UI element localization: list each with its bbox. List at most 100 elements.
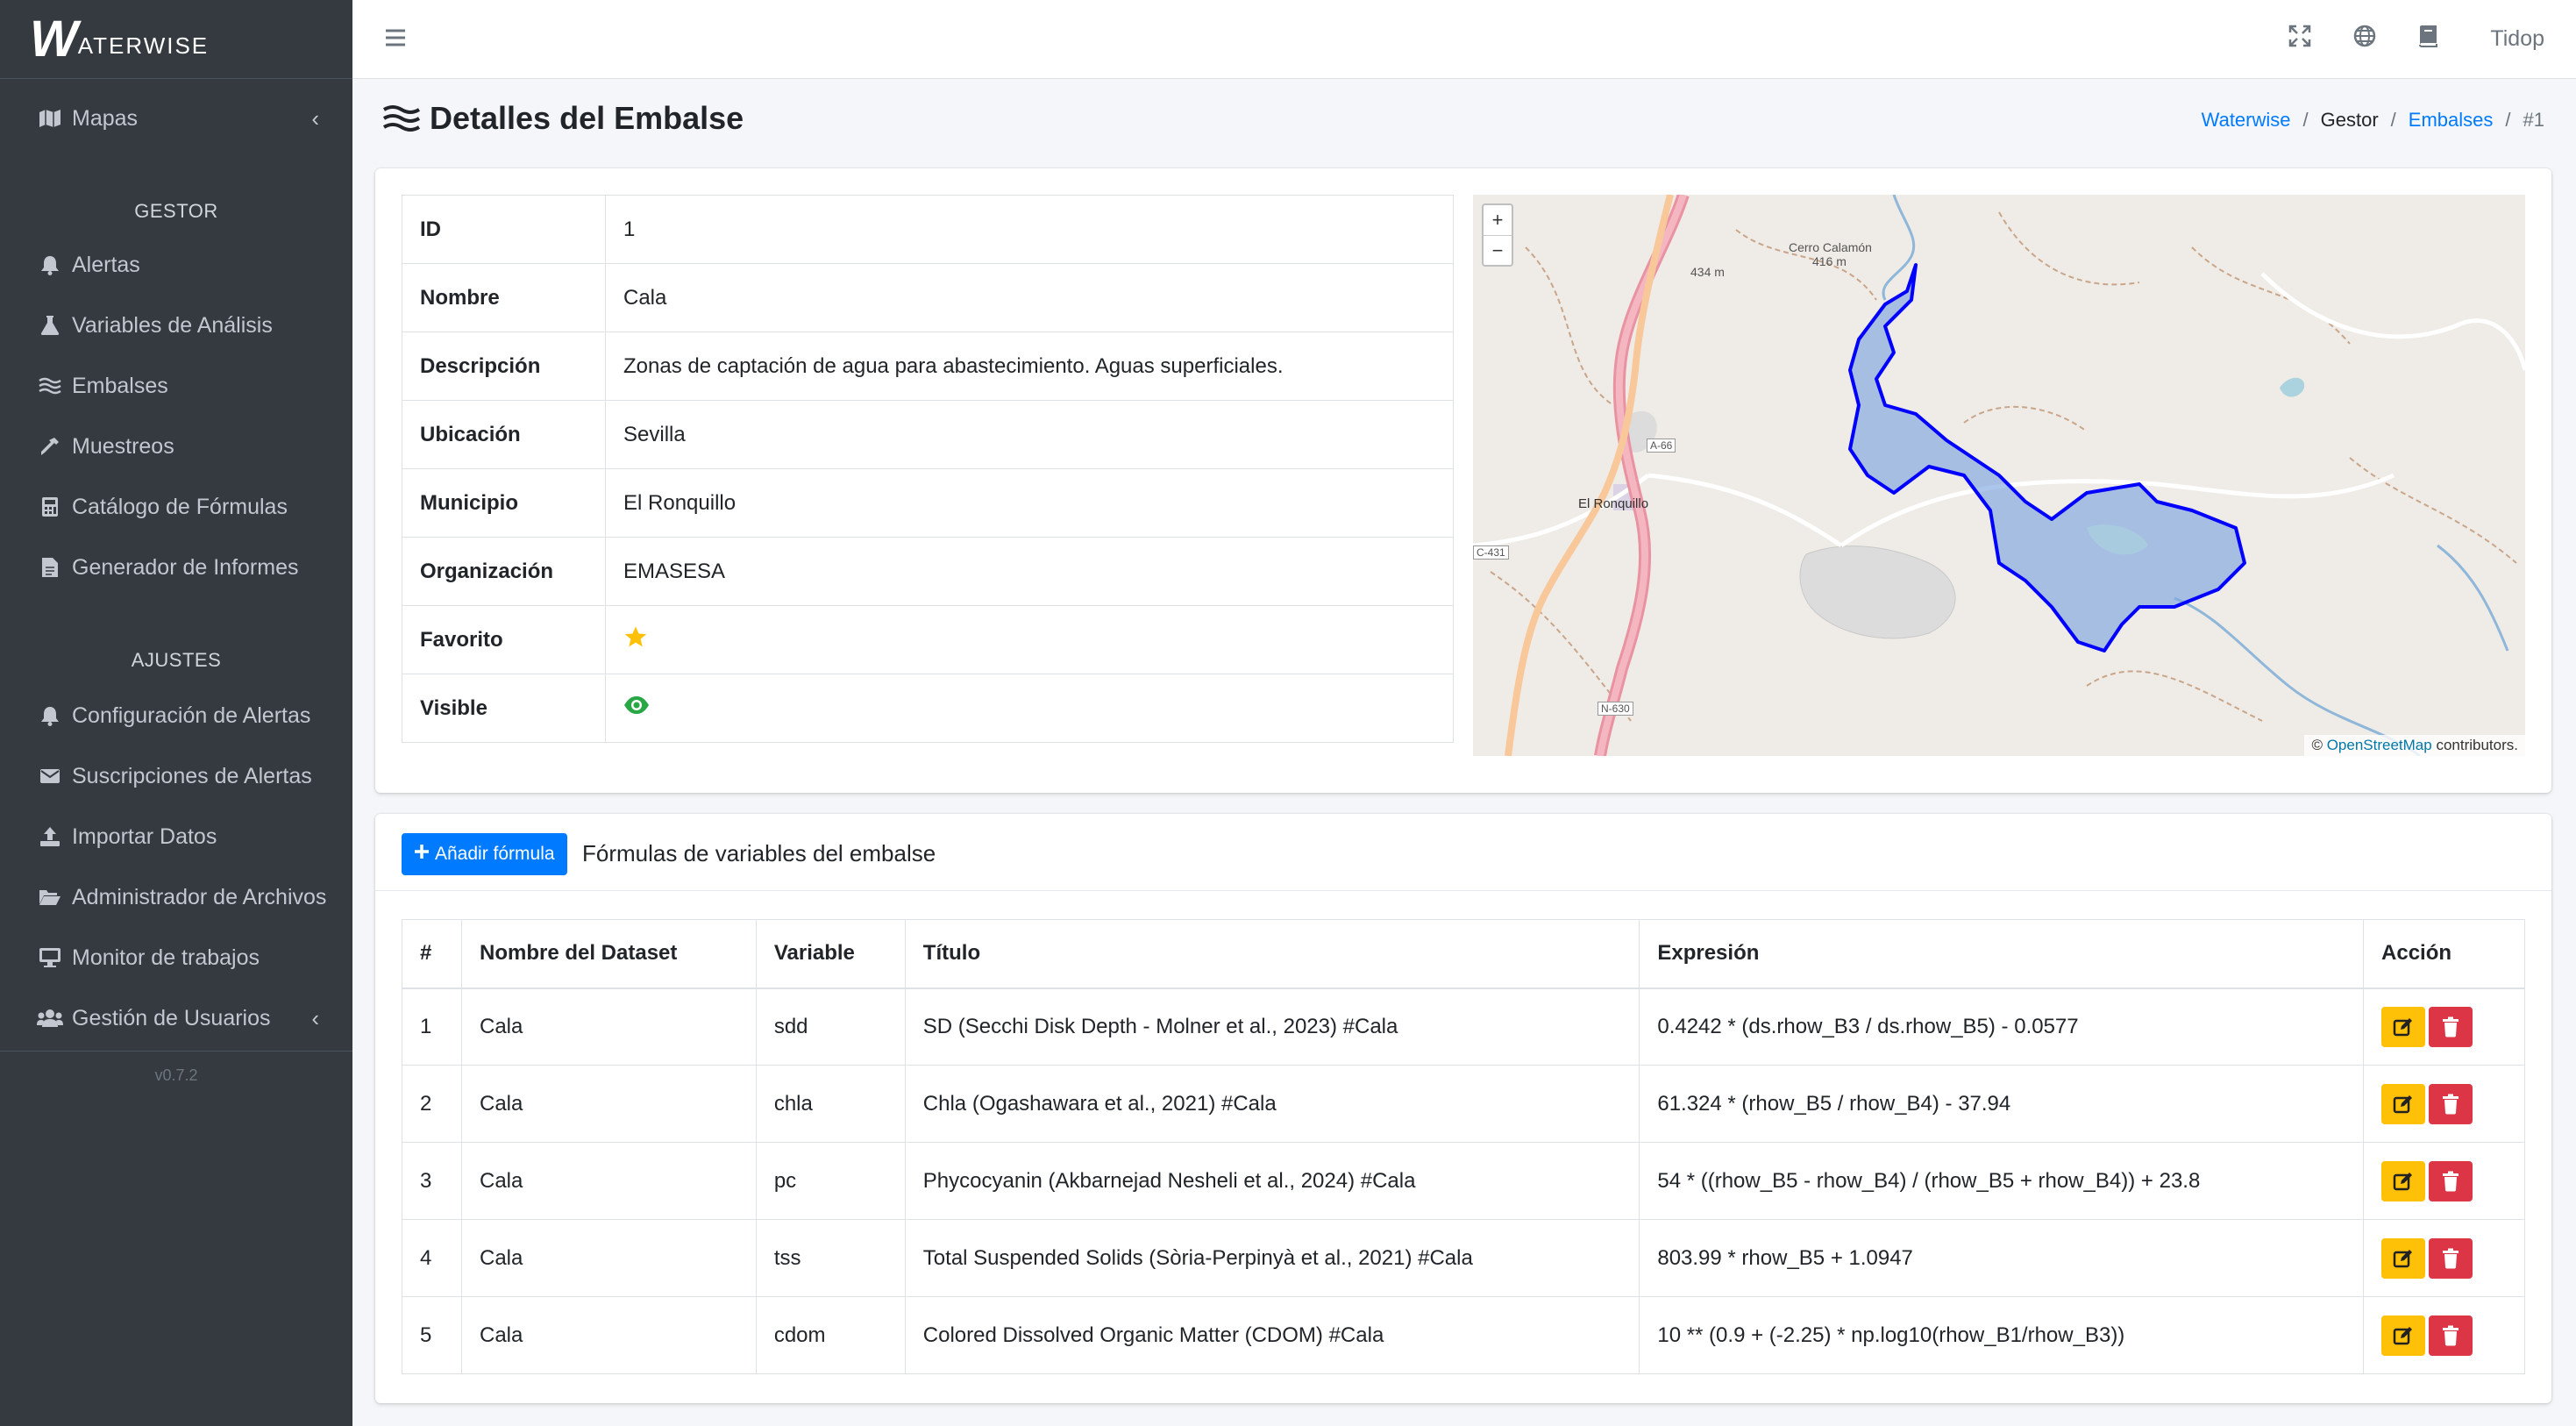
sidebar-item-label: Alertas <box>72 252 140 277</box>
sidebar-item-label: Administrador de Archivos <box>72 884 327 909</box>
cell-number: 1 <box>402 988 462 1066</box>
sidebar-item-config-alertas[interactable]: Configuración de Alertas <box>0 689 352 742</box>
table-row: 3 Cala pc Phycocyanin (Akbarnejad Neshel… <box>402 1142 2525 1220</box>
sidebar-item-suscripciones[interactable]: Suscripciones de Alertas <box>0 750 352 802</box>
details-table: ID 1 Nombre Cala Descripción Zonas de capta… <box>402 195 1454 743</box>
formulas-card-header: Añadir fórmula Fórmulas de variables del… <box>375 814 2551 891</box>
fullscreen-icon[interactable] <box>2288 25 2311 53</box>
breadcrumb-separator: / <box>2302 109 2309 131</box>
sidebar-item-monitor[interactable]: Monitor de trabajos <box>0 931 352 984</box>
column-header: # <box>402 919 462 989</box>
cell-dataset: Cala <box>460 1142 757 1220</box>
add-formula-button[interactable]: Añadir fórmula <box>402 833 567 875</box>
breadcrumb-home[interactable]: Waterwise <box>2201 109 2291 131</box>
map-zoom-control: + − <box>1482 203 1513 267</box>
formulas-table: # Nombre del Dataset Variable Título Exp… <box>402 919 2525 1374</box>
sidebar-item-label: Generador de Informes <box>72 554 299 580</box>
sidebar: W ATERWISE Mapas ‹ GESTOR Alertas Variab… <box>0 0 352 1426</box>
eyedropper-icon <box>37 436 63 457</box>
column-header: Título <box>904 919 1640 989</box>
bell-icon <box>37 254 63 275</box>
map-label-road-c431: C-431 <box>1473 545 1509 560</box>
cell-variable: cdom <box>755 1296 906 1374</box>
favorite-value <box>605 605 1454 674</box>
top-navbar: Tidop <box>352 0 2576 79</box>
edit-button[interactable] <box>2381 1315 2426 1356</box>
details-row: Ubicación Sevilla <box>402 400 1454 469</box>
sidebar-item-usuarios[interactable]: Gestión de Usuarios ‹ <box>0 992 352 1045</box>
cell-expression: 61.324 * (rhow_B5 / rhow_B4) - 37.94 <box>1639 1065 2365 1143</box>
eye-icon <box>623 696 650 720</box>
details-row: Municipio El Ronquillo <box>402 468 1454 538</box>
sidebar-item-variables[interactable]: Variables de Análisis <box>0 299 352 352</box>
trash-icon <box>2443 1094 2459 1114</box>
cell-variable: tss <box>755 1219 906 1297</box>
cell-actions <box>2363 1142 2525 1220</box>
globe-icon[interactable] <box>2353 25 2376 53</box>
sidebar-item-embalses[interactable]: Embalses <box>0 360 352 412</box>
osm-link[interactable]: OpenStreetMap <box>2326 737 2432 753</box>
details-value: EMASESA <box>605 537 1454 606</box>
details-key: Municipio <box>402 468 606 538</box>
edit-button[interactable] <box>2381 1160 2426 1201</box>
water-icon <box>382 103 421 133</box>
upload-icon <box>37 826 63 847</box>
formulas-title: Fórmulas de variables del embalse <box>582 840 936 866</box>
sidebar-item-importar[interactable]: Importar Datos <box>0 810 352 863</box>
reservoir-polygon <box>1848 263 2246 652</box>
edit-icon <box>2393 1172 2413 1190</box>
sidebar-item-label: Suscripciones de Alertas <box>72 763 312 788</box>
sidebar-item-mapas[interactable]: Mapas ‹ <box>0 92 352 145</box>
user-menu[interactable]: Tidop <box>2490 26 2544 51</box>
details-row: Organización EMASESA <box>402 537 1454 606</box>
sidebar-item-muestreos[interactable]: Muestreos <box>0 420 352 473</box>
breadcrumb-embalses[interactable]: Embalses <box>2408 109 2494 131</box>
sidebar-item-generador[interactable]: Generador de Informes <box>0 541 352 594</box>
map-label-altitude: 434 m <box>1690 265 1725 279</box>
details-row: Nombre Cala <box>402 263 1454 332</box>
section-header-ajustes: AJUSTES <box>131 649 222 671</box>
formulas-card: Añadir fórmula Fórmulas de variables del… <box>375 814 2551 1403</box>
zoom-out-button[interactable]: − <box>1484 235 1512 265</box>
plus-icon <box>414 844 430 865</box>
cell-title: Phycocyanin (Akbarnejad Nesheli et al., … <box>904 1142 1640 1220</box>
cell-actions <box>2363 1296 2525 1374</box>
cell-number: 5 <box>402 1296 462 1374</box>
water-icon <box>37 377 63 395</box>
delete-button[interactable] <box>2429 1160 2473 1201</box>
cell-dataset: Cala <box>460 1296 757 1374</box>
bell-icon <box>37 705 63 726</box>
flask-icon <box>37 315 63 336</box>
desktop-icon <box>37 947 63 968</box>
cell-dataset: Cala <box>460 988 757 1066</box>
details-row: ID 1 <box>402 195 1454 264</box>
sidebar-item-label: Embalses <box>72 373 168 398</box>
sidebar-divider <box>0 1051 352 1052</box>
brand-link[interactable]: W ATERWISE <box>0 0 352 79</box>
sidebar-item-catalogo[interactable]: Catálogo de Fórmulas <box>0 481 352 533</box>
sidebar-item-alertas[interactable]: Alertas <box>0 239 352 291</box>
cell-expression: 10 ** (0.9 + (-2.25) * np.log10(rhow_B1/… <box>1639 1296 2365 1374</box>
details-key: Organización <box>402 537 606 606</box>
sidebar-item-archivos[interactable]: Administrador de Archivos <box>0 871 352 923</box>
delete-button[interactable] <box>2429 1083 2473 1124</box>
zoom-in-button[interactable]: + <box>1491 209 1504 231</box>
reservoir-map[interactable]: Cerro Calamón 416 m 434 m El Ronquillo A… <box>1473 195 2525 756</box>
map-label-peak-alt: 416 m <box>1812 254 1847 268</box>
map-tiles <box>1473 195 2525 756</box>
edit-button[interactable] <box>2381 1083 2426 1124</box>
delete-button[interactable] <box>2429 1006 2473 1047</box>
delete-button[interactable] <box>2429 1315 2473 1356</box>
cell-number: 3 <box>402 1142 462 1220</box>
cell-number: 4 <box>402 1219 462 1297</box>
edit-button[interactable] <box>2381 1237 2426 1279</box>
delete-button[interactable] <box>2429 1237 2473 1279</box>
hamburger-menu-icon[interactable] <box>384 25 407 54</box>
folder-open-icon <box>37 888 63 907</box>
cell-variable: pc <box>755 1142 906 1220</box>
edit-button[interactable] <box>2381 1006 2426 1047</box>
breadcrumb-section: Gestor <box>2320 109 2379 131</box>
book-icon[interactable] <box>2418 25 2437 53</box>
sidebar-item-label: Configuración de Alertas <box>72 702 311 728</box>
sidebar-item-label: Mapas <box>72 105 139 131</box>
